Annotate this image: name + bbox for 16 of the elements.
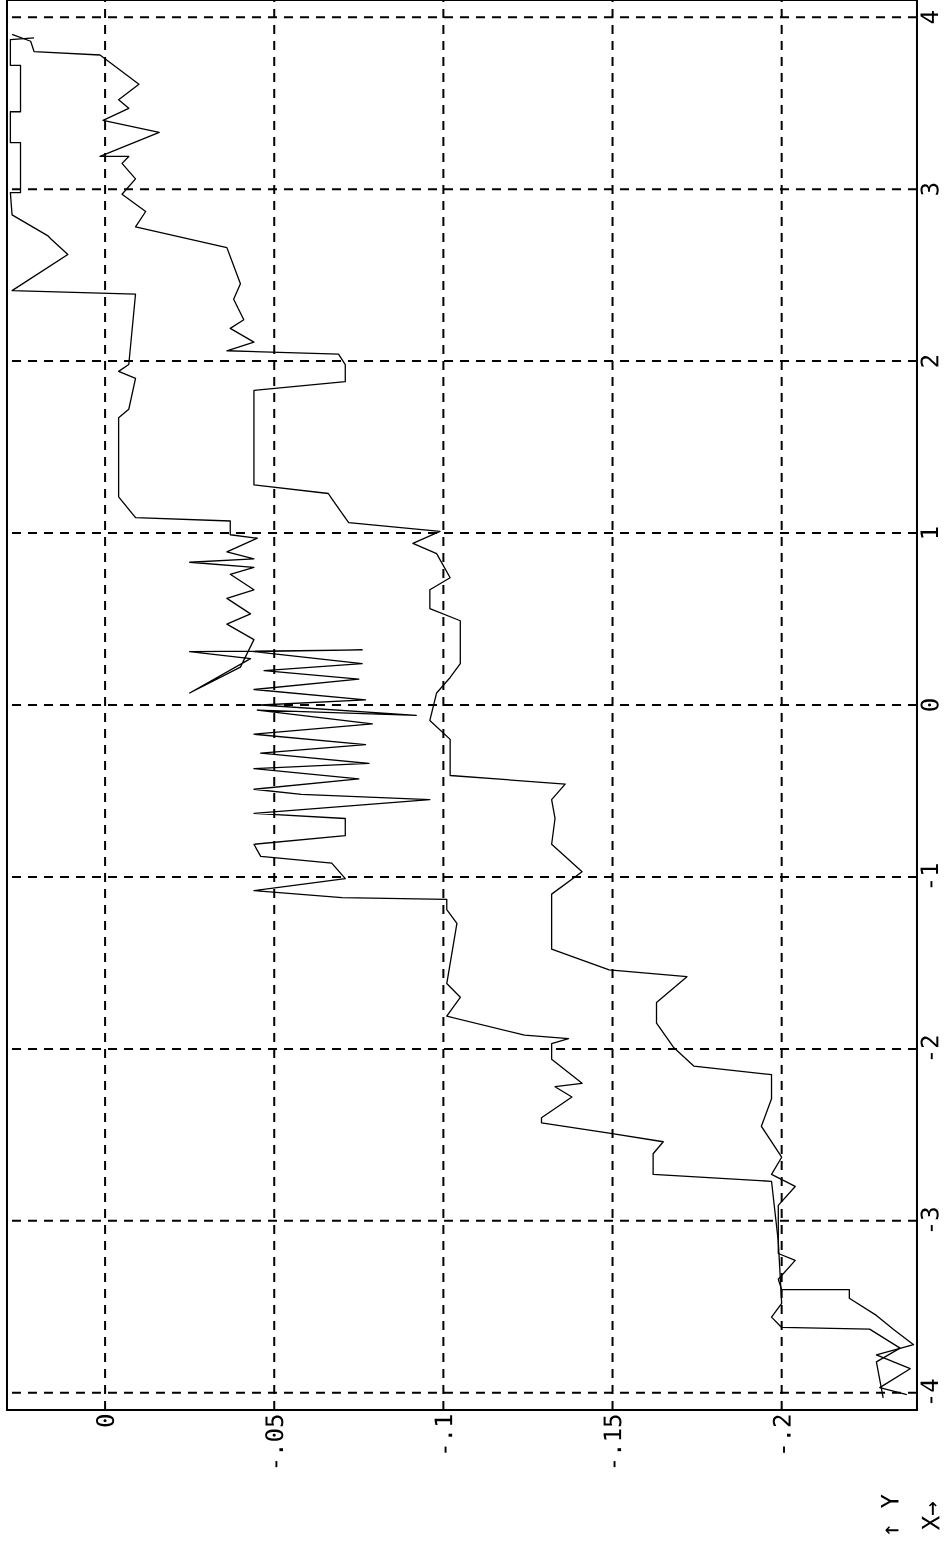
y-tick-label: 1 (920, 527, 939, 538)
text: ↑ Y (880, 1494, 899, 1535)
y-tick-label: 0 (920, 699, 939, 711)
x-tick-label: -.05 (265, 1415, 284, 1468)
y-tick-label: 4 (920, 11, 939, 24)
x-tick-label: -.15 (603, 1415, 622, 1468)
y-tick-label: -2 (920, 1036, 939, 1060)
x-tick-label: 0 (96, 1415, 115, 1427)
x-tick-label: -.2 (772, 1415, 791, 1453)
y-tick-label: 2 (920, 355, 939, 367)
y-tick-label: -3 (920, 1208, 939, 1232)
text: X→ (921, 1502, 940, 1530)
y-tick-label: -1 (920, 864, 939, 888)
y-tick-label: 3 (920, 183, 939, 195)
y-tick-label: -4 (920, 1379, 939, 1404)
x-tick-label: -.1 (434, 1415, 453, 1453)
